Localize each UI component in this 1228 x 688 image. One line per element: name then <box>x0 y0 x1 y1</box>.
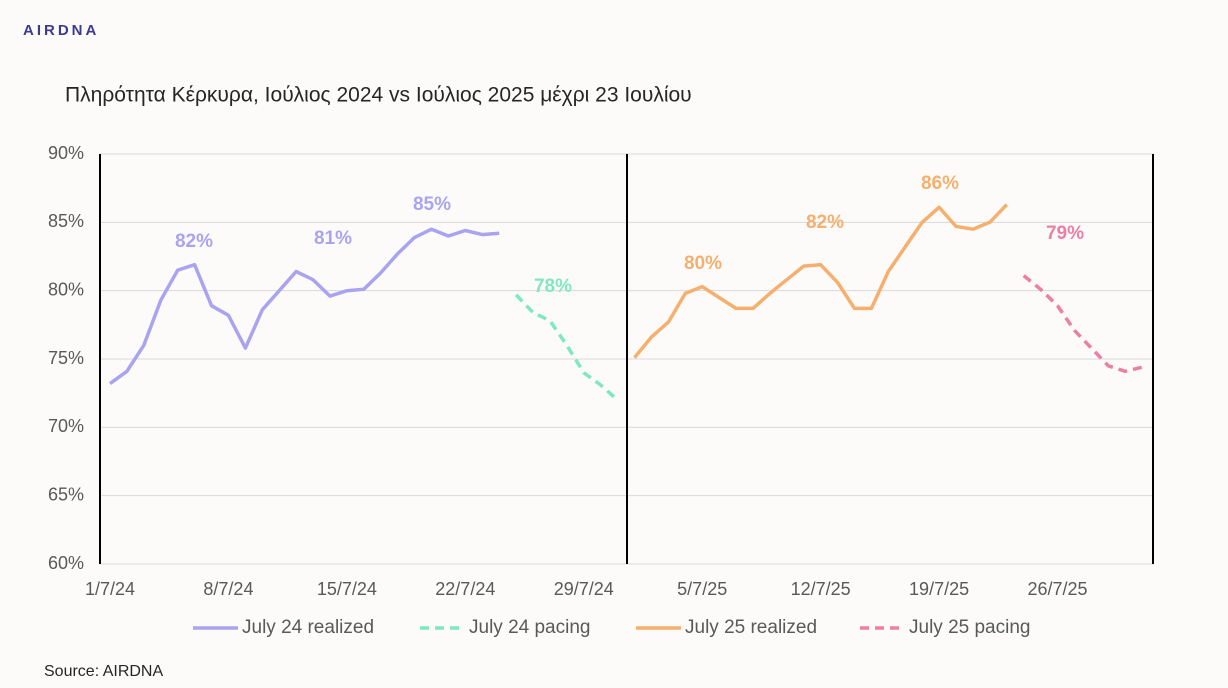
y-tick-label: 70% <box>48 416 84 436</box>
x-tick-label: 15/7/24 <box>317 579 377 599</box>
x-tick-label: 29/7/24 <box>554 579 614 599</box>
annotation: 79% <box>1046 223 1084 244</box>
annotation: 78% <box>534 276 572 297</box>
annotation: 82% <box>175 231 213 252</box>
y-tick-label: 75% <box>48 348 84 368</box>
y-tick-label: 90% <box>48 143 84 163</box>
annotation: 80% <box>684 253 722 274</box>
legend-label: July 24 realized <box>242 617 374 638</box>
y-tick-label: 80% <box>48 279 84 299</box>
series-line <box>514 293 619 402</box>
annotation: 85% <box>413 194 451 215</box>
x-tick-label: 12/7/25 <box>791 579 851 599</box>
x-tick-label: 8/7/24 <box>203 579 253 599</box>
brand-logo: AIRDNA <box>23 22 99 39</box>
annotation: 82% <box>806 212 844 233</box>
legend-label: July 25 pacing <box>909 617 1030 638</box>
legend-label: July 24 pacing <box>469 617 590 638</box>
source-note: Source: AIRDNA <box>44 663 163 680</box>
x-tick-label: 1/7/24 <box>85 579 135 599</box>
series-line <box>1022 274 1143 374</box>
x-tick-label: 26/7/25 <box>1027 579 1087 599</box>
y-tick-label: 60% <box>48 553 84 573</box>
x-tick-label: 22/7/24 <box>435 579 495 599</box>
chart-title: Πληρότητα Κέρκυρα, Ιούλιος 2024 vs Ιούλι… <box>65 84 692 107</box>
annotation: 86% <box>921 173 959 194</box>
legend-label: July 25 realized <box>685 617 817 638</box>
y-tick-label: 85% <box>48 211 84 231</box>
annotation: 81% <box>314 228 352 249</box>
x-tick-label: 5/7/25 <box>677 579 727 599</box>
series-line <box>108 227 500 386</box>
x-tick-label: 19/7/25 <box>909 579 969 599</box>
series-line <box>633 203 1009 359</box>
y-tick-label: 65% <box>48 484 84 504</box>
